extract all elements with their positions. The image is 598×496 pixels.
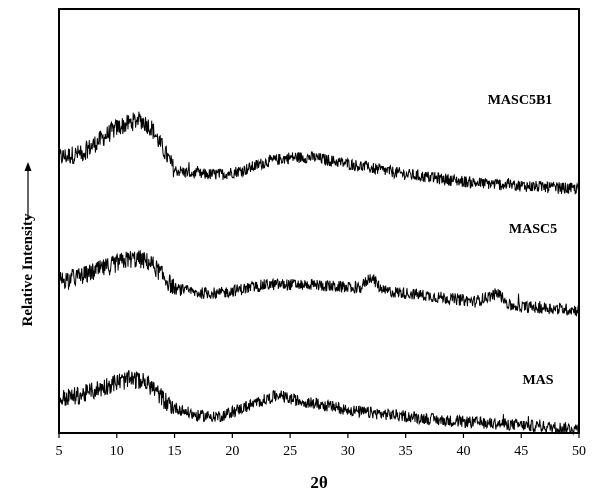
x-tick-label: 40 <box>456 444 470 459</box>
x-tick-label: 20 <box>225 444 239 459</box>
x-tick-label: 25 <box>283 444 297 459</box>
series-label-layer: MASC5B1 MASC5 MAS <box>488 93 557 388</box>
plot-frame <box>58 8 580 434</box>
x-tick-label: 50 <box>572 444 586 459</box>
x-tick-label: 10 <box>110 444 124 459</box>
series-layer <box>58 111 580 436</box>
series-label-mas: MAS <box>522 373 553 388</box>
x-tick-layer: 5 10 15 20 25 30 35 40 45 50 <box>56 433 586 459</box>
series-label-masc5: MASC5 <box>509 222 557 237</box>
x-tick-label: 45 <box>514 444 528 459</box>
x-tick-label: 15 <box>168 444 182 459</box>
x-tick-label: 30 <box>341 444 355 459</box>
y-axis-title: Relative Intensity <box>20 213 36 326</box>
series-line-masc5 <box>58 250 580 318</box>
series-label-masc5b1: MASC5B1 <box>488 93 553 108</box>
series-line-mas <box>58 370 579 436</box>
x-tick-label: 35 <box>399 444 413 459</box>
x-tick-label: 5 <box>56 444 63 459</box>
series-line-masc5b1 <box>58 111 580 195</box>
x-axis-title: 2θ <box>310 473 328 492</box>
y-axis-arrow-head-icon <box>24 162 32 171</box>
